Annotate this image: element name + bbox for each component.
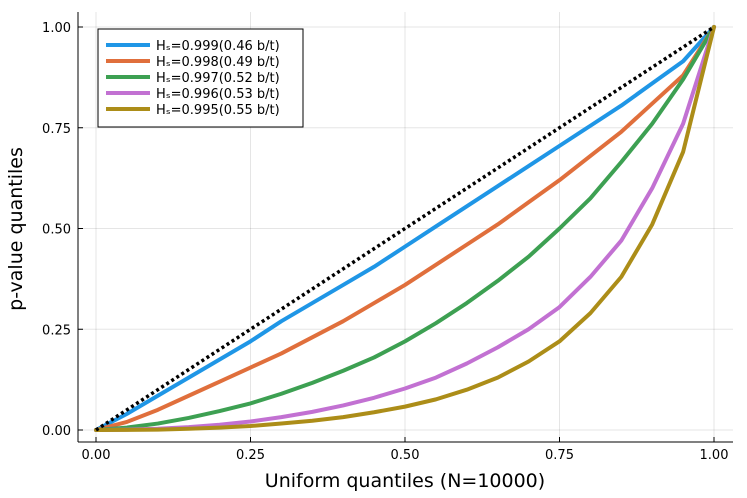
y-tick-label: 0.75 [42, 122, 71, 137]
y-tick-label: 0.25 [42, 323, 71, 338]
y-axis-title: p-value quantiles [5, 147, 27, 311]
series-line-4 [94, 25, 716, 432]
x-tick-label: 0.75 [545, 448, 574, 463]
legend-label: Hₛ=0.998(0.49 b/t) [156, 55, 280, 70]
y-tick-label: 1.00 [42, 21, 71, 36]
series-line-3 [94, 25, 716, 432]
legend-label: Hₛ=0.995(0.55 b/t) [156, 103, 280, 118]
legend: Hₛ=0.999(0.46 b/t)Hₛ=0.998(0.49 b/t)Hₛ=0… [97, 28, 304, 128]
series-line-1 [94, 25, 716, 432]
x-tick-label: 0.00 [82, 448, 111, 463]
series-line-5 [94, 25, 716, 432]
legend-label: Hₛ=0.999(0.46 b/t) [156, 39, 280, 54]
series-line-2 [94, 25, 716, 432]
x-axis-title: Uniform quantiles (N=10000) [265, 470, 545, 492]
y-ticks: 0.00 0.25 0.50 0.75 1.00 [42, 21, 83, 439]
y-tick-label: 0.00 [42, 424, 71, 439]
series-layer [94, 25, 716, 432]
x-tick-label: 0.50 [391, 448, 420, 463]
x-tick-label: 1.00 [700, 448, 729, 463]
grid [78, 12, 733, 442]
legend-label: Hₛ=0.997(0.52 b/t) [156, 71, 280, 86]
x-ticks: 0.00 0.25 0.50 0.75 1.00 [82, 437, 729, 463]
reference-diagonal-line [95, 25, 715, 432]
x-tick-label: 0.25 [236, 448, 265, 463]
y-tick-label: 0.50 [42, 223, 71, 238]
legend-label: Hₛ=0.996(0.53 b/t) [156, 87, 280, 102]
